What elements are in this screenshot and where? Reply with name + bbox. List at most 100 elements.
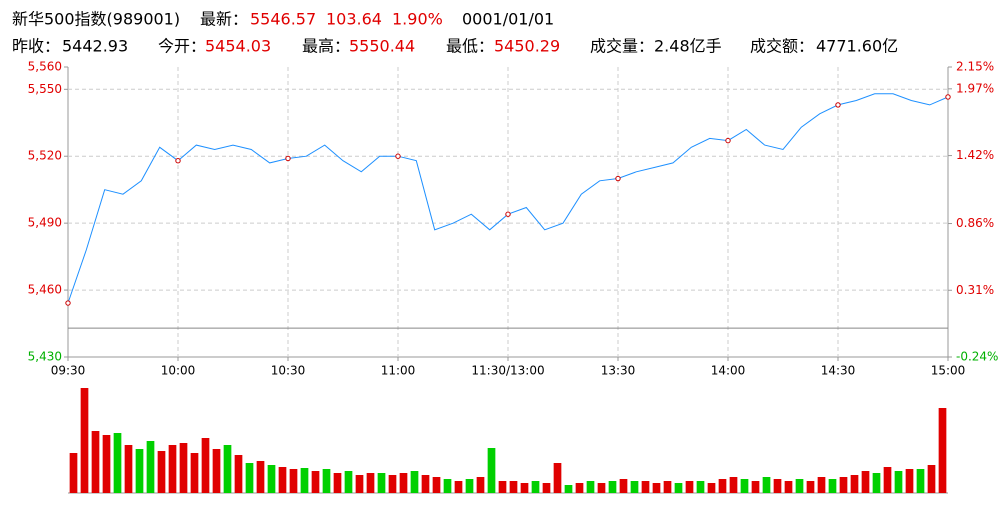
volume-bar [531,481,540,493]
volume-bar [751,481,760,493]
volume-bar [520,483,529,493]
volume-bar [784,481,793,493]
volume-bar [905,469,914,493]
label: 最高： [302,37,350,56]
date: 0001/01/01 [462,10,554,29]
volume-bar [597,483,606,493]
volume-bar [663,481,672,493]
volume-bar [685,481,694,493]
volume-bar [872,473,881,493]
volume-bar [729,477,738,493]
y2-tick-label: -0.24% [956,350,998,364]
volume-bar [256,461,265,493]
volume-bar [146,441,155,493]
y2-tick-label: 1.42% [956,148,994,162]
volume-bar [476,477,485,493]
x-tick-label: 14:00 [711,364,746,378]
volume-bar [465,479,474,493]
volume-bar [377,473,386,493]
x-tick-label: 11:30/13:00 [471,364,544,378]
y-tick-label: 5,430 [28,350,62,364]
volume-bar [212,449,221,493]
point-marker [945,94,951,100]
volume-bar [916,469,925,493]
volume-bar [289,469,298,493]
volume-bar [575,483,584,493]
volume-bar [850,475,859,493]
volume-bar [564,485,573,493]
volume-bar [718,479,727,493]
point-marker [505,211,511,217]
volume-bar [223,445,232,493]
volume-bar [641,481,650,493]
volume-bar [234,455,243,493]
index-name: 新华500指数(989001) [12,10,180,29]
point-marker [175,157,181,164]
point-marker [615,175,621,182]
volume-bar [586,481,595,493]
y2-tick-label: 0.86% [956,216,994,230]
volume-bar [91,431,100,493]
volume-bar [487,448,496,493]
y-tick-label: 5,550 [28,82,62,96]
volume-bar [619,479,628,493]
volume-bar [168,445,177,493]
volume-bar [927,465,936,493]
volume-bar [113,433,122,493]
value: 5442.93 [62,37,128,56]
volume-bar [817,477,826,493]
volume-bar [245,463,254,493]
volume-bar [861,471,870,493]
value: 5450.29 [494,37,560,56]
volume-bar [278,467,287,493]
volume-bar [883,467,892,493]
y-tick-label: 5,520 [28,149,62,163]
value: 1.90% [392,10,443,29]
volume-bar [806,481,815,493]
volume-bar [322,469,331,493]
volume-bar [311,471,320,493]
x-tick-label: 09:30 [51,364,86,378]
volume-bar [553,463,562,493]
volume-bar [674,483,683,493]
value: 4771.60亿 [816,37,898,56]
x-tick-label: 10:30 [271,364,306,378]
value: 2.48亿手 [654,37,722,56]
volume-bar [69,453,78,493]
volume-bar [839,477,848,493]
y2-tick-label: 2.15% [956,60,994,74]
volume-bar [938,408,947,493]
volume-bar [179,443,188,493]
volume-bar [454,481,463,493]
volume-bar [410,471,419,493]
volume-bar [795,479,804,493]
volume-bar [652,483,661,493]
volume-bar [102,435,111,493]
volume-bar [190,453,199,493]
value: 103.64 [326,10,382,29]
y-tick-label: 5,460 [28,283,62,297]
volume-bar [542,483,551,493]
volume-bar [124,445,133,493]
volume-bar [773,479,782,493]
volume-bar [157,451,166,493]
volume-bar [300,468,309,493]
volume-bar [80,388,89,493]
volume-bar [828,479,837,493]
volume-bar [135,449,144,493]
volume-bar [696,481,705,493]
volume-bar [344,471,353,493]
value: 5454.03 [205,37,271,56]
label: 成交量： [590,37,654,56]
point-marker [725,137,731,144]
x-tick-label: 13:30 [601,364,636,378]
volume-bar [355,475,364,493]
point-marker [65,300,71,306]
point-marker [395,153,401,159]
volume-bar [399,473,408,493]
volume-bar [762,477,771,493]
volume-bar [366,473,375,493]
label: 昨收： [12,37,60,56]
y-tick-label: 5,560 [28,60,62,74]
